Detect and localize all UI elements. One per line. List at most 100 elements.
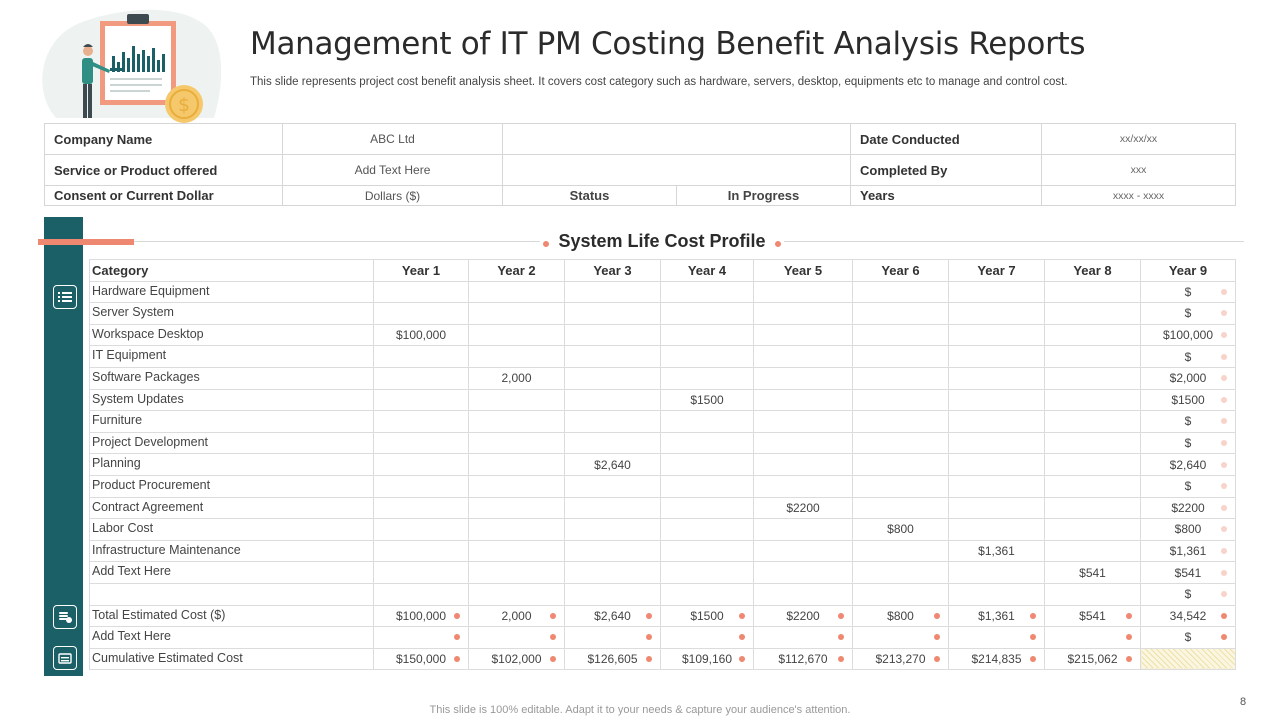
value-cell: $100,000 (1140, 323, 1236, 347)
value-cell (373, 496, 469, 520)
marker-dot (454, 634, 460, 641)
value-cell: $1,361 (1140, 539, 1236, 563)
cell-value: $2200 (786, 500, 820, 515)
value-cell (564, 626, 661, 649)
table-row: Labor Cost $800 $800 (89, 518, 1236, 541)
info-table: Company Name ABC Ltd Date Conducted xx/x… (44, 123, 1236, 206)
value-cell: $541 (1044, 604, 1141, 628)
marker-dot (838, 612, 844, 619)
years-label: Years (850, 185, 1042, 206)
value-cell (660, 366, 754, 390)
value-cell (948, 518, 1045, 541)
column-header-year: Year 5 (753, 259, 853, 282)
value-cell (1044, 539, 1141, 563)
value-cell (1140, 647, 1236, 671)
marker-dot (1221, 634, 1227, 641)
category-cell: Server System (89, 302, 374, 325)
value-cell (948, 496, 1045, 520)
column-header-category: Category (89, 259, 374, 282)
category-cell: Contract Agreement (89, 496, 374, 520)
consent-label: Consent or Current Dollar (44, 185, 283, 206)
value-cell: $102,000 (468, 647, 565, 671)
table-row: $ (89, 582, 1236, 606)
value-cell (753, 366, 853, 390)
status-label: Status (502, 185, 677, 206)
value-cell (948, 453, 1045, 476)
value-cell: $213,270 (852, 647, 949, 671)
value-cell (852, 539, 949, 563)
value-cell (468, 410, 565, 433)
cell-value: $2,000 (1169, 371, 1207, 386)
value-cell (753, 582, 853, 606)
value-cell (852, 626, 949, 649)
table-row: Add Text Here $541 $541 (89, 561, 1236, 584)
value-cell: $2,640 (564, 453, 661, 476)
marker-dot (1126, 612, 1132, 619)
value-cell (852, 345, 949, 368)
dollar-coin-icon: $ (165, 85, 203, 123)
table-row: Project Development $ (89, 431, 1236, 455)
marker-dot (1030, 634, 1036, 641)
category-cell: Project Development (89, 431, 374, 455)
value-cell (468, 496, 565, 520)
value-cell (660, 518, 754, 541)
marker-dot (1221, 483, 1227, 490)
cell-value: $100,000 (395, 608, 447, 623)
value-cell: $800 (852, 604, 949, 628)
column-header-year: Year 9 (1140, 259, 1236, 282)
value-cell (753, 561, 853, 584)
cell-value: $109,160 (681, 651, 733, 666)
cell-value: $ (1184, 630, 1192, 645)
value-cell (852, 561, 949, 584)
value-cell (373, 518, 469, 541)
value-cell (852, 366, 949, 390)
value-cell: $ (1140, 626, 1236, 649)
category-cell: Infrastructure Maintenance (89, 539, 374, 563)
table-row: Workspace Desktop $100,000 $100,000 (89, 323, 1236, 347)
value-cell (948, 582, 1045, 606)
empty-cell (502, 154, 851, 186)
value-cell: $ (1140, 345, 1236, 368)
value-cell: $2,000 (1140, 366, 1236, 390)
value-cell (1044, 496, 1141, 520)
cell-value: $800 (1174, 522, 1202, 537)
cell-value: $ (1184, 284, 1192, 299)
value-cell: $ (1140, 302, 1236, 325)
value-cell (468, 561, 565, 584)
value-cell (1044, 302, 1141, 325)
category-cell: Cumulative Estimated Cost (89, 647, 374, 671)
value-cell (660, 323, 754, 347)
marker-dot (1221, 461, 1227, 468)
marker-dot (1221, 569, 1227, 576)
category-cell: Software Packages (89, 366, 374, 390)
cell-value: $1500 (690, 608, 724, 623)
completed-value: xxx (1041, 154, 1236, 186)
value-cell (564, 582, 661, 606)
value-cell (373, 561, 469, 584)
value-cell (753, 323, 853, 347)
value-cell: $112,670 (753, 647, 853, 671)
value-cell: $215,062 (1044, 647, 1141, 671)
value-cell (948, 345, 1045, 368)
value-cell: $541 (1140, 561, 1236, 584)
company-value: ABC Ltd (282, 123, 503, 155)
marker-dot (1221, 353, 1227, 360)
total-row: Cumulative Estimated Cost $150,000 $102,00… (89, 647, 1236, 671)
category-cell: Planning (89, 453, 374, 476)
table-row: Infrastructure Maintenance $1,361 $1,361 (89, 539, 1236, 563)
value-cell (852, 474, 949, 498)
coins-icon (53, 605, 77, 629)
value-cell: $2,640 (564, 604, 661, 628)
value-cell (468, 453, 565, 476)
value-cell (753, 410, 853, 433)
value-cell (852, 431, 949, 455)
value-cell (852, 388, 949, 412)
cell-value: 2,000 (501, 608, 532, 623)
value-cell (948, 431, 1045, 455)
value-cell: $1,361 (948, 604, 1045, 628)
value-cell (468, 539, 565, 563)
value-cell: $109,160 (660, 647, 754, 671)
service-value: Add Text Here (282, 154, 503, 186)
value-cell (948, 626, 1045, 649)
value-cell (1044, 582, 1141, 606)
